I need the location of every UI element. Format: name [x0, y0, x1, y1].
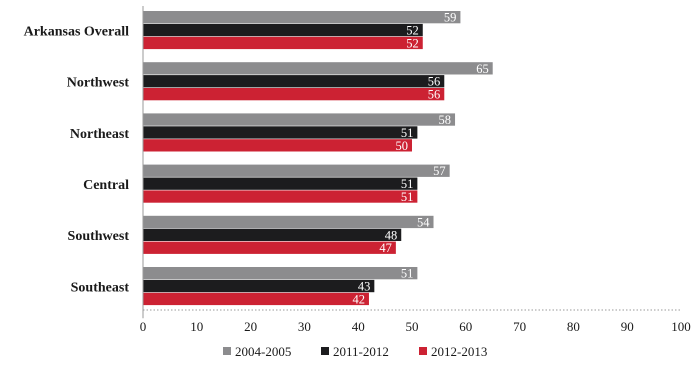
x-tick-label-20: 20: [244, 319, 257, 334]
data-label-arkansas-overall-2011-2012: 52: [406, 23, 419, 37]
data-label-arkansas-overall-2004-2005: 59: [444, 11, 457, 25]
category-labels: Arkansas Overall Northwest Northeast Centra…: [24, 24, 130, 295]
legend-swatch-2012-2013: [419, 347, 427, 355]
data-label-northwest-2012-2013: 56: [428, 88, 441, 102]
data-label-southeast-2011-2012: 43: [358, 279, 371, 293]
x-tick-label-30: 30: [298, 319, 311, 334]
bar-northwest-2004-2005: [143, 62, 493, 75]
category-label-northwest: Northwest: [67, 76, 130, 91]
legend-label-2004-2005: 2004-2005: [235, 344, 291, 359]
data-label-arkansas-overall-2012-2013: 52: [406, 36, 419, 50]
data-label-northeast-2012-2013: 50: [396, 139, 409, 153]
category-label-northeast: Northeast: [70, 127, 129, 142]
category-label-central: Central: [83, 178, 129, 193]
category-label-arkansas-overall: Arkansas Overall: [24, 24, 130, 39]
x-tick-label-80: 80: [567, 319, 580, 334]
data-label-southwest-2004-2005: 54: [417, 215, 430, 229]
x-tick-label-100: 100: [671, 319, 691, 334]
bar-northeast-2004-2005: [143, 113, 456, 126]
category-label-southeast: Southeast: [71, 280, 130, 295]
legend-swatch-2004-2005: [223, 347, 231, 355]
legend-label-2011-2012: 2011-2012: [333, 344, 389, 359]
data-label-northeast-2004-2005: 58: [439, 113, 452, 127]
bar-southeast-2011-2012: [143, 279, 375, 293]
bar-northeast-2011-2012: [143, 126, 418, 139]
bar-arkansas-overall-2011-2012: [143, 23, 423, 37]
bar-central-2012-2013: [143, 190, 418, 203]
data-label-southeast-2004-2005: 51: [401, 267, 414, 281]
data-label-central-2011-2012: 51: [401, 177, 414, 191]
category-label-southwest: Southwest: [68, 229, 130, 244]
bar-northwest-2011-2012: [143, 75, 445, 88]
bar-northeast-2012-2013: [143, 139, 412, 152]
data-label-northeast-2011-2012: 51: [401, 126, 414, 140]
x-tick-label-10: 10: [190, 319, 203, 334]
bar-southwest-2011-2012: [143, 228, 402, 241]
data-label-southwest-2012-2013: 47: [379, 241, 392, 255]
x-tick-label-40: 40: [352, 319, 365, 334]
bar-southwest-2012-2013: [143, 241, 396, 254]
legend-label-2012-2013: 2012-2013: [431, 344, 487, 359]
x-tick-label-90: 90: [621, 319, 634, 334]
bar-central-2011-2012: [143, 177, 418, 190]
data-label-southeast-2012-2013: 42: [352, 292, 365, 306]
bar-southeast-2004-2005: [143, 267, 418, 280]
data-label-central-2004-2005: 57: [433, 164, 446, 178]
data-label-northwest-2011-2012: 56: [428, 75, 441, 89]
data-label-northwest-2004-2005: 65: [476, 62, 489, 76]
x-tick-label-0: 0: [140, 319, 147, 334]
bar-central-2004-2005: [143, 164, 450, 177]
legend: 2004-2005 2011-2012 2012-2013: [223, 344, 487, 359]
bar-northwest-2012-2013: [143, 88, 445, 101]
x-tick-label-70: 70: [513, 319, 526, 334]
data-label-southwest-2011-2012: 48: [385, 228, 398, 242]
x-axis: 0 10 20 30 40 50 60 70 80 90 100: [140, 6, 691, 334]
bar-southeast-2012-2013: [143, 292, 369, 306]
x-tick-label-50: 50: [406, 319, 419, 334]
data-label-central-2012-2013: 51: [401, 190, 414, 204]
bar-arkansas-overall-2004-2005: [143, 11, 461, 24]
x-tick-label-60: 60: [459, 319, 472, 334]
bar-arkansas-overall-2012-2013: [143, 36, 423, 50]
bar-southwest-2004-2005: [143, 215, 434, 229]
legend-swatch-2011-2012: [321, 347, 329, 355]
